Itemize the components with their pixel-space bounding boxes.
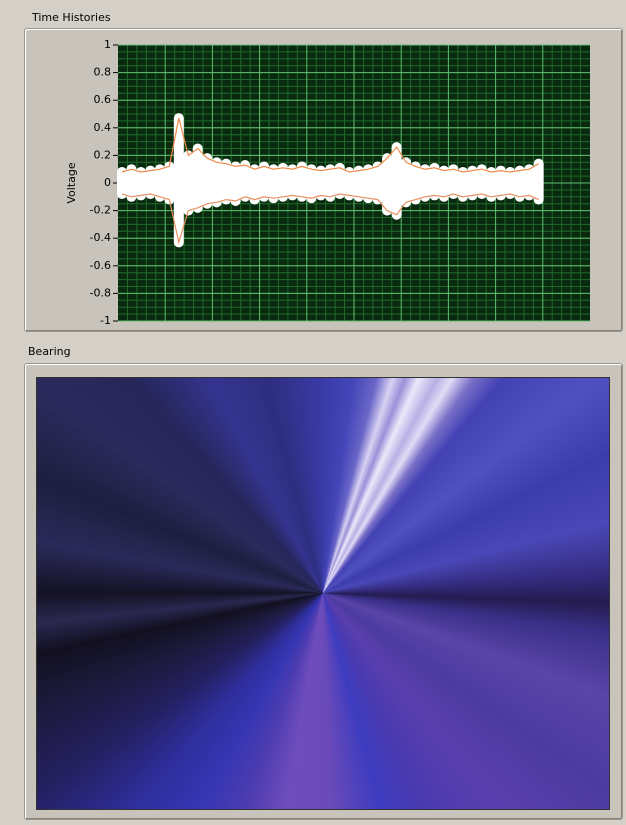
bearing-image [36, 377, 610, 810]
y-tick-label: 0.8 [94, 66, 112, 79]
y-tick-label: 1 [104, 38, 111, 51]
y-tick-label: -0.8 [90, 286, 111, 299]
y-tick-label: -0.4 [90, 231, 111, 244]
screen: Time Histories Bearing Voltage 10.80.60.… [0, 0, 626, 825]
y-tick-label: -1 [100, 314, 111, 327]
y-tick-label: -0.6 [90, 259, 111, 272]
panel-label: Bearing [28, 345, 71, 358]
y-tick-label: 0 [104, 176, 111, 189]
y-tick-label: 0.6 [94, 93, 112, 106]
y-tick-label: 0.4 [94, 121, 112, 134]
y-tick-label: -0.2 [90, 204, 111, 217]
y-tick-label: 0.2 [94, 148, 112, 161]
y-axis-label: Voltage [65, 162, 78, 203]
chart: Voltage 1 0.8 0.6 0.4 0.2 0 -0.2 -0.4 -0.6 -0.8 -1 [0, 0, 626, 340]
